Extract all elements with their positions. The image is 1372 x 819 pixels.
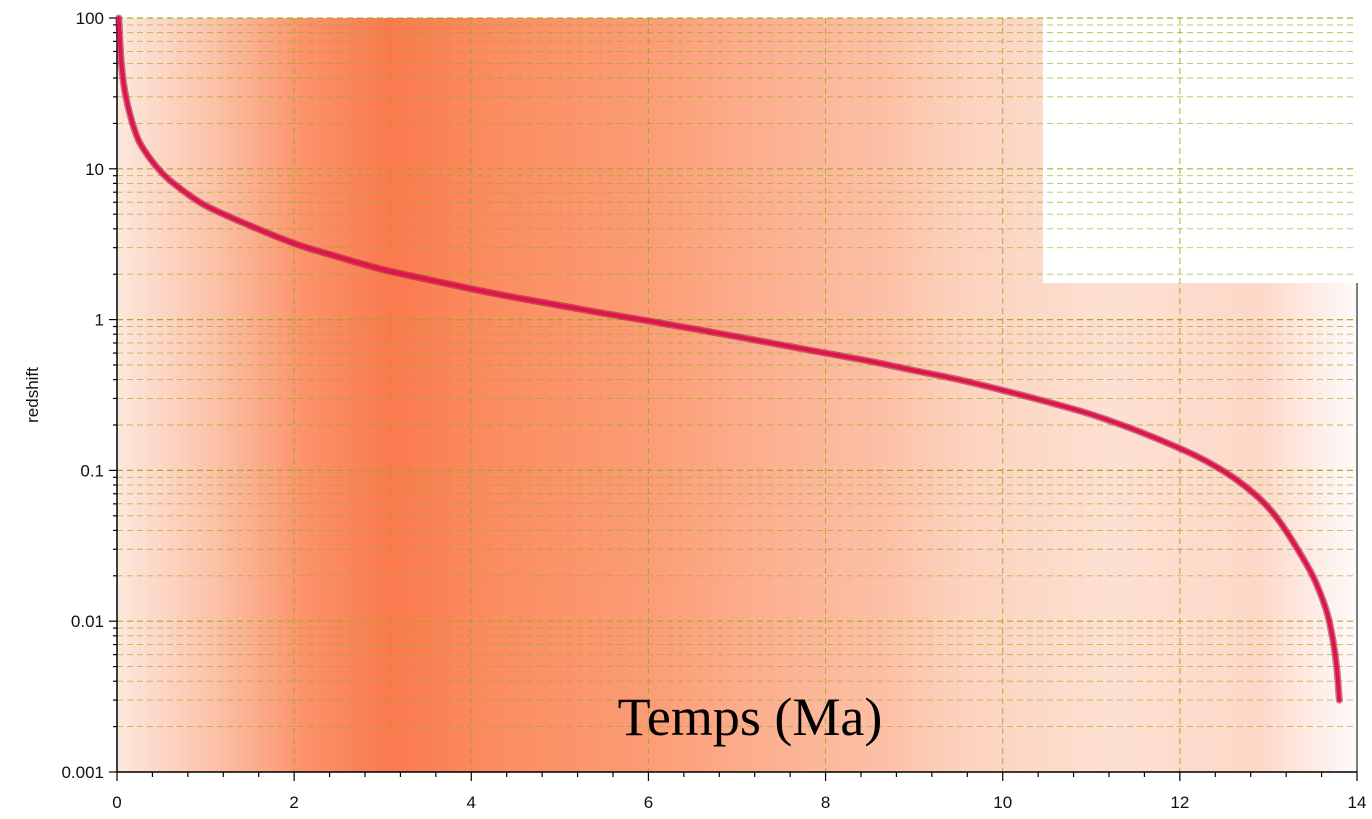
white-corner-patch	[1043, 0, 1372, 283]
series-line	[116, 16, 1342, 703]
y-tick-label: 0.01	[71, 612, 104, 631]
series-group	[115, 14, 1343, 704]
y-tick-label: 0.001	[61, 763, 104, 782]
x-tick-label: 2	[289, 793, 298, 812]
x-tick-label: 8	[821, 793, 830, 812]
x-tick-label: 10	[993, 793, 1012, 812]
y-axis-title: redshift	[23, 367, 42, 423]
axes	[116, 18, 1358, 773]
x-tick-label: 6	[644, 793, 653, 812]
y-axis-ticks: 0.001 0.01 0.1 1 10 100	[61, 9, 117, 782]
y-tick-label: 0.1	[80, 461, 104, 480]
x-tick-label: 0	[112, 793, 121, 812]
x-tick-label: 4	[467, 793, 476, 812]
plot-background	[117, 0, 1372, 772]
x-tick-label: 14	[1348, 793, 1367, 812]
x-axis-ticks: 0 2 4 6 8 10 12 14	[112, 772, 1366, 812]
x-tick-label: 12	[1170, 793, 1189, 812]
y-tick-label: 10	[85, 160, 104, 179]
y-tick-label: 1	[95, 311, 104, 330]
x-axis-title: Temps (Ma)	[618, 687, 883, 747]
y-tick-label: 100	[76, 9, 104, 28]
